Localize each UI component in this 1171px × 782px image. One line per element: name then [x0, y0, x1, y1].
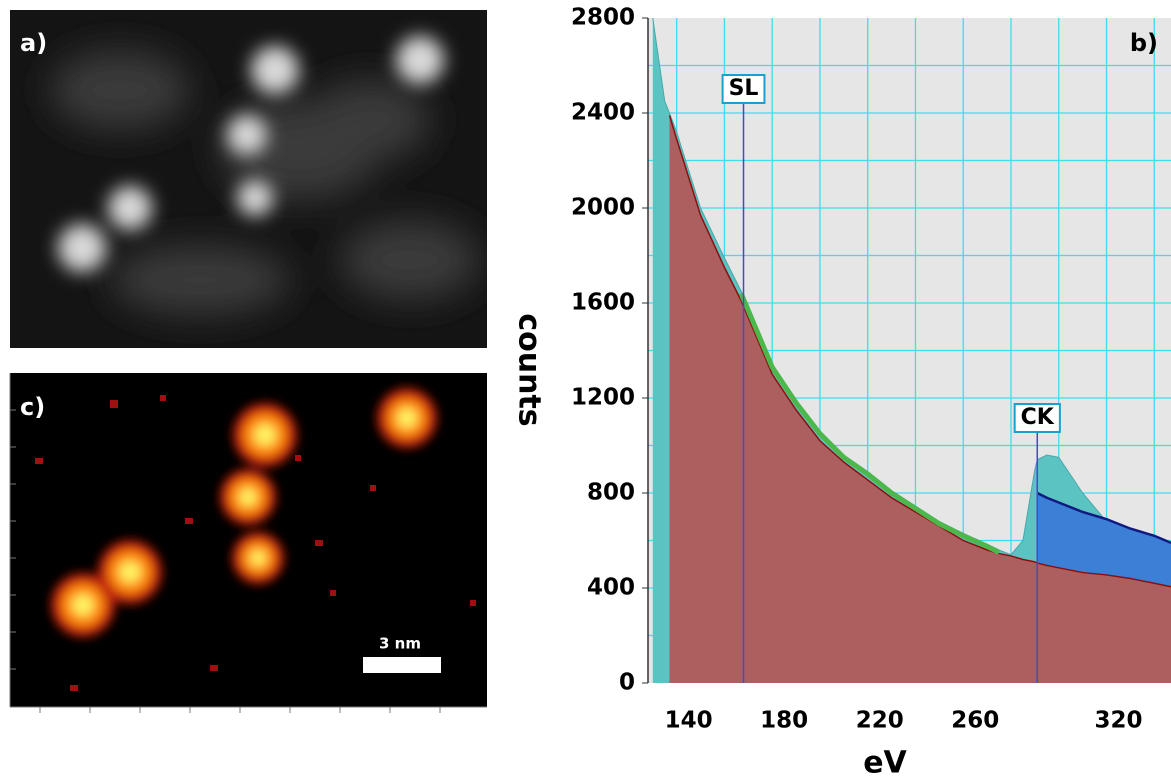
panel-label: a): [20, 29, 47, 57]
area-edge: [668, 115, 1171, 588]
y-tick-label: 2800: [571, 5, 635, 31]
x-tick-label: 260: [951, 708, 999, 734]
y-tick-label: 2400: [571, 100, 635, 126]
x-axis-label: eV: [863, 746, 907, 781]
panel-label: c): [20, 393, 45, 421]
panel-c-ticks: [9, 373, 487, 713]
y-tick-label: 1200: [571, 385, 635, 411]
y-tick-label: 2000: [571, 195, 635, 221]
edge-label-box: [721, 74, 766, 104]
y-tick-label: 1600: [571, 290, 635, 316]
edge-label-box: [1013, 403, 1061, 433]
x-tick-label: 220: [856, 708, 904, 734]
panel-a-image: [10, 10, 487, 348]
labels: 0 400 800 1200 1600 2000 2400 2800 140 180 220 260 3…: [571, 5, 1143, 734]
x-tick-label: 140: [665, 708, 713, 734]
y-tick-label: 800: [587, 480, 635, 506]
edge-label: SL: [729, 76, 759, 101]
y-tick-label: 0: [619, 670, 635, 696]
scale-bar: [363, 657, 441, 673]
panel-c-image: [10, 373, 487, 707]
y-axis-label: counts: [512, 313, 547, 426]
panel-label: b): [1130, 29, 1158, 57]
scale-bar-label: 3 nm: [379, 635, 421, 653]
y-tick-label: 400: [587, 575, 635, 601]
data-marks: [652, 17, 1171, 683]
x-tick-label: 180: [760, 708, 808, 734]
fit-line: [738, 292, 1001, 555]
area-edge: [1036, 491, 1171, 545]
x-tick-label: 320: [1095, 708, 1143, 734]
edge-label: CK: [1021, 405, 1055, 430]
area: [669, 115, 1171, 683]
